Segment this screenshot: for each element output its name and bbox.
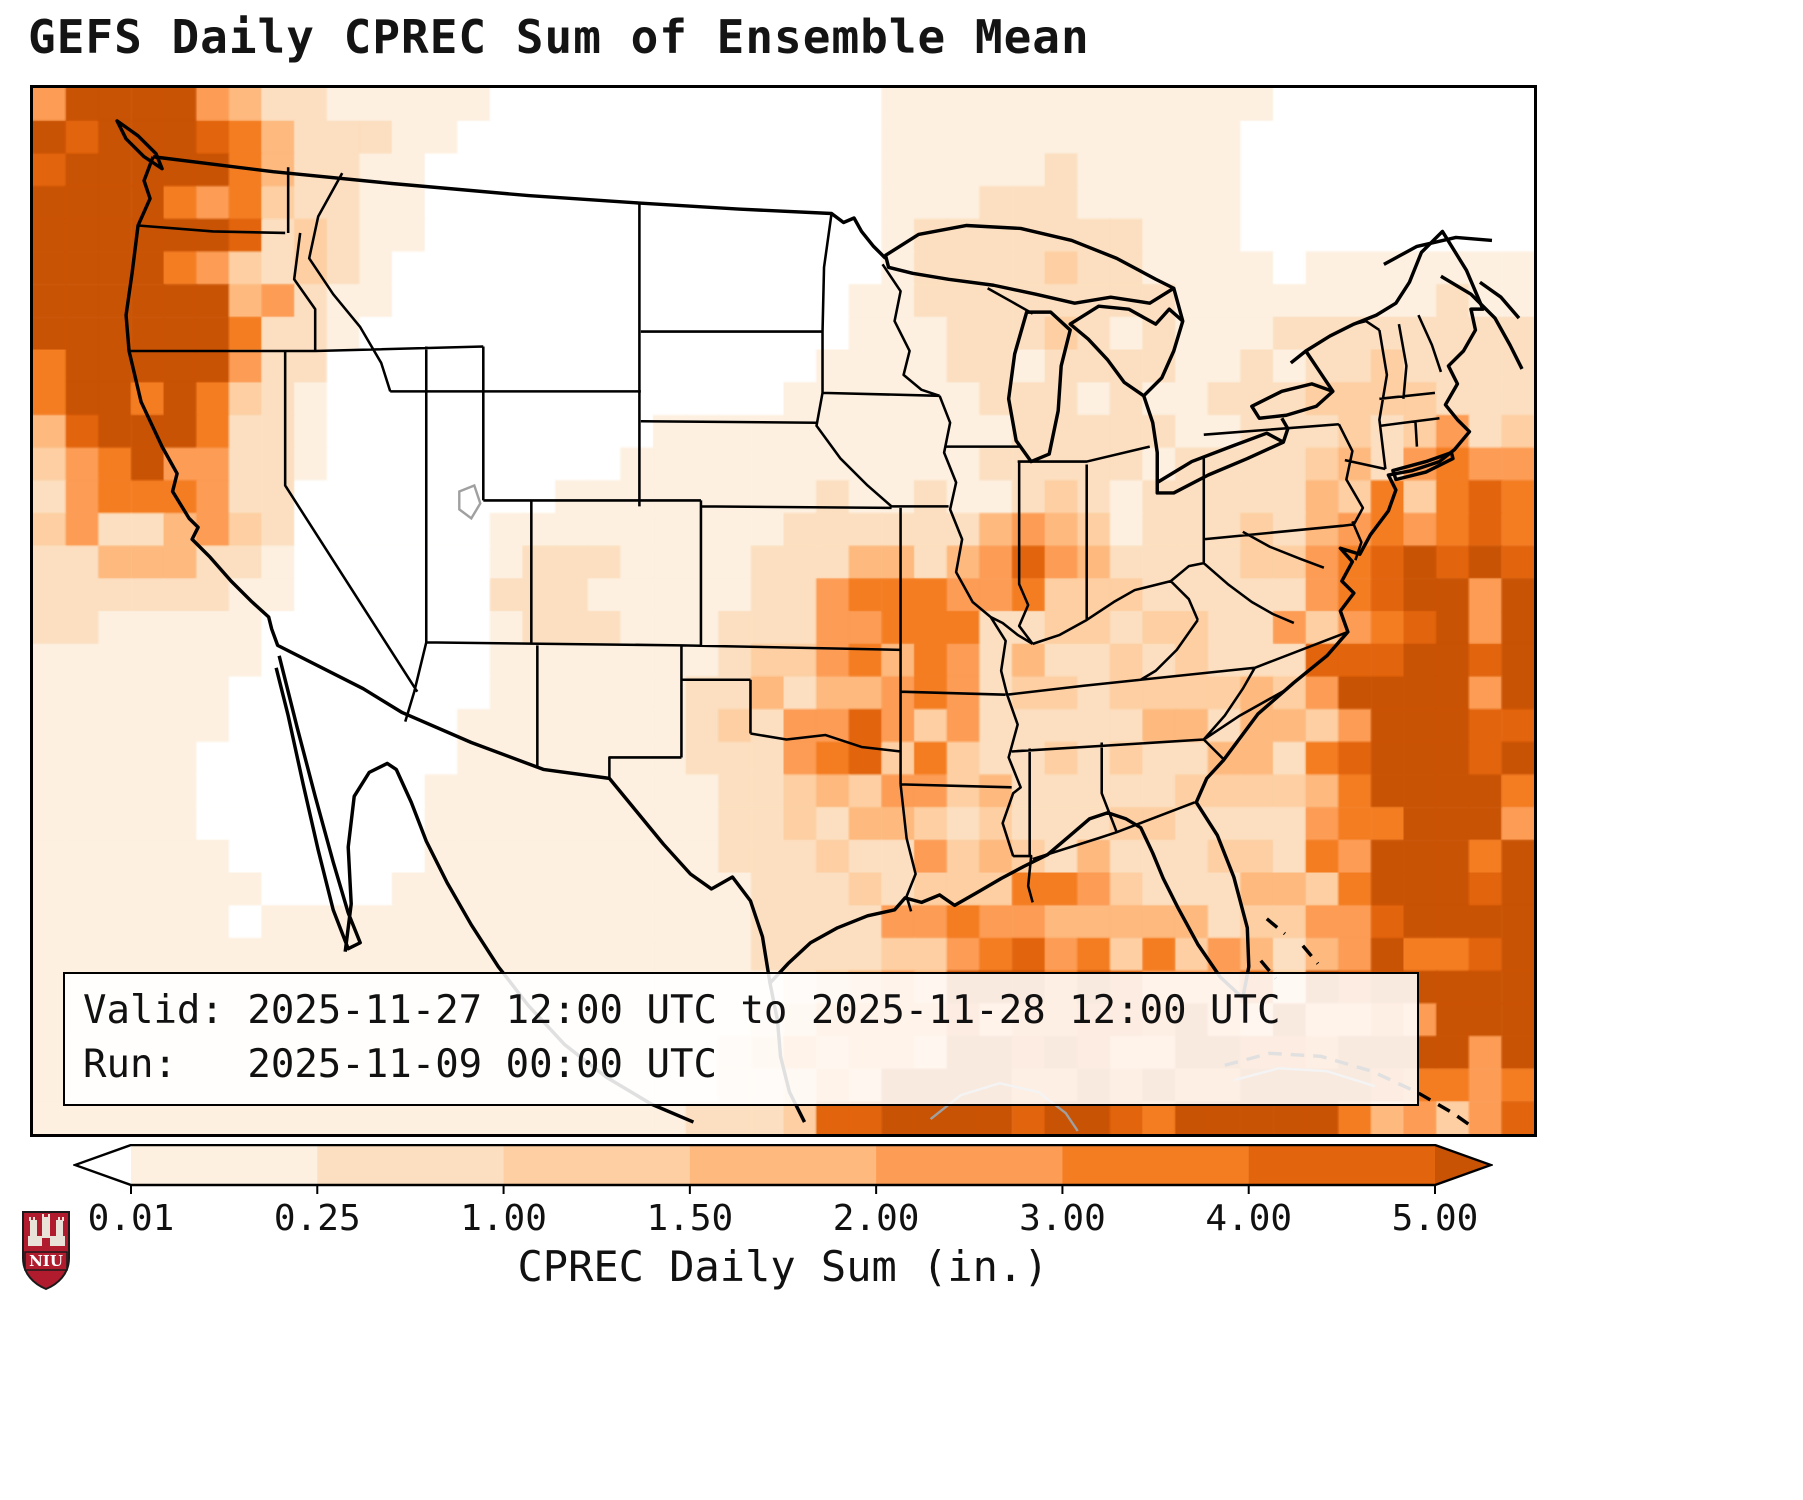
cuba-bahamas-coast <box>1224 917 1475 1130</box>
page-title: GEFS Daily CPREC Sum of Ensemble Mean <box>28 10 1090 64</box>
colorbar-under-arrow <box>75 1145 131 1185</box>
colorbar-over-arrow <box>1435 1145 1491 1185</box>
colorbar-tick-label: 3.00 <box>1019 1198 1106 1239</box>
colorbar-tick-label: 2.00 <box>832 1198 920 1239</box>
colorbar-tick-label: 4.00 <box>1205 1198 1293 1239</box>
colorbar-label: CPREC Daily Sum (in.) <box>517 1242 1049 1291</box>
colorbar-svg <box>71 1143 1495 1194</box>
colorbar-tick-label: 0.01 <box>87 1198 175 1239</box>
map-frame: Valid: 2025-11-27 12:00 UTC to 2025-11-2… <box>30 85 1537 1137</box>
precip-canvas <box>33 88 1534 1134</box>
valid-line: Valid: 2025-11-27 12:00 UTC to 2025-11-2… <box>83 988 1281 1034</box>
run-line: Run: 2025-11-09 00:00 UTC <box>83 1042 717 1088</box>
colorbar-segment <box>503 1145 691 1185</box>
coastlines <box>115 119 1524 1130</box>
colorbar-tick-label: 5.00 <box>1391 1198 1479 1239</box>
niu-logo: NIU <box>22 1211 70 1291</box>
colorbar-tick-label: 1.00 <box>460 1198 547 1239</box>
colorbar-segment <box>131 1145 318 1185</box>
colorbar-segment <box>1062 1145 1250 1185</box>
validity-box: Valid: 2025-11-27 12:00 UTC to 2025-11-2… <box>63 972 1419 1106</box>
colorbar-segment <box>689 1145 877 1185</box>
colorbar-tick-label: 0.25 <box>273 1198 361 1239</box>
logo-castle-door <box>42 1238 50 1246</box>
colorbar-tick-label: 1.50 <box>646 1198 734 1239</box>
colorbar <box>71 1143 1495 1196</box>
great-lakes <box>883 223 1335 495</box>
logo-banner <box>24 1251 68 1271</box>
colorbar-segment <box>1248 1145 1436 1185</box>
colorbar-segment <box>876 1145 1063 1185</box>
state-borders <box>129 167 1443 912</box>
colorbar-segment <box>317 1145 505 1185</box>
logo-text: NIU <box>29 1252 63 1270</box>
